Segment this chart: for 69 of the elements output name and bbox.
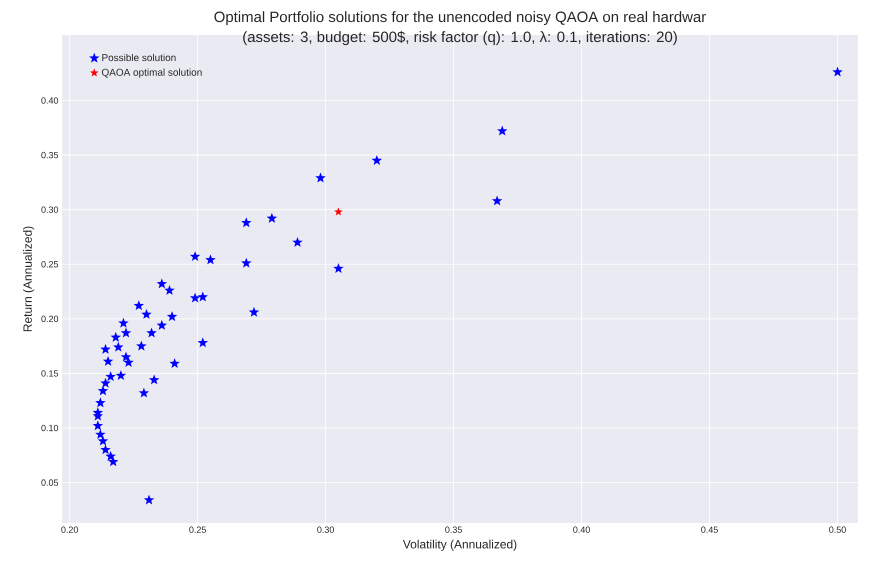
point bbox=[113, 342, 124, 352]
point bbox=[198, 337, 208, 348]
point bbox=[98, 385, 108, 396]
point bbox=[100, 344, 111, 354]
point bbox=[156, 320, 168, 330]
point bbox=[241, 258, 252, 268]
point bbox=[148, 374, 160, 384]
y-tick-label: 0.40 bbox=[41, 97, 58, 104]
point bbox=[98, 436, 108, 446]
point bbox=[100, 378, 111, 388]
point bbox=[497, 126, 508, 136]
legend-label: Possible solution bbox=[102, 54, 176, 62]
point bbox=[198, 292, 208, 302]
point bbox=[334, 207, 343, 216]
y-tick-label: 0.05 bbox=[41, 479, 58, 486]
point bbox=[292, 236, 303, 247]
x-tick-label: 0.35 bbox=[445, 526, 462, 533]
x-tick-label: 0.50 bbox=[829, 526, 846, 533]
point bbox=[105, 371, 116, 382]
y-axis-title: Return (Annualized) bbox=[23, 226, 34, 332]
point bbox=[169, 358, 180, 368]
point bbox=[134, 300, 144, 310]
point bbox=[138, 388, 150, 398]
y-tick-label: 0.15 bbox=[41, 370, 58, 377]
x-tick-label: 0.40 bbox=[573, 526, 590, 533]
point bbox=[146, 328, 157, 338]
point bbox=[372, 155, 382, 165]
point bbox=[492, 195, 502, 206]
point bbox=[110, 332, 121, 342]
point bbox=[136, 340, 147, 351]
point bbox=[266, 212, 278, 223]
point bbox=[116, 370, 126, 380]
y-tick-label: 0.35 bbox=[41, 152, 58, 158]
y-tick-label: 0.10 bbox=[41, 424, 58, 432]
point bbox=[144, 494, 154, 505]
x-tick-label: 0.45 bbox=[701, 526, 718, 533]
point bbox=[108, 456, 118, 466]
point bbox=[118, 318, 129, 328]
legend-label: QAOA optimal solution bbox=[102, 68, 202, 78]
point bbox=[95, 429, 106, 439]
point bbox=[190, 251, 200, 262]
point bbox=[166, 311, 178, 322]
y-tick-label: 0.30 bbox=[41, 206, 58, 213]
point bbox=[141, 309, 152, 319]
point bbox=[315, 172, 326, 182]
x-tick-label: 0.20 bbox=[61, 526, 78, 533]
y-tick-label: 0.25 bbox=[41, 261, 58, 268]
x-tick-label: 0.25 bbox=[189, 526, 206, 533]
point bbox=[190, 292, 200, 303]
point bbox=[123, 357, 134, 367]
point bbox=[120, 352, 132, 362]
x-axis-title: Volatility (Annualized) bbox=[402, 540, 516, 551]
point bbox=[333, 263, 344, 274]
point bbox=[105, 450, 116, 461]
point bbox=[95, 397, 106, 408]
point bbox=[205, 254, 216, 264]
x-tick-label: 0.30 bbox=[317, 526, 334, 533]
point bbox=[156, 278, 168, 288]
point bbox=[100, 444, 111, 454]
point bbox=[248, 306, 260, 317]
point bbox=[241, 217, 252, 228]
point bbox=[102, 356, 114, 366]
point bbox=[164, 284, 175, 295]
point bbox=[92, 420, 104, 430]
chart-subtitle: (assets: 3, budget: 500$, risk factor (q): 1.0, λ: 0.1, iterations: 20) bbox=[243, 30, 677, 46]
chart-title: Optimal Portfolio solutions for the unencoded noisy QAOA on real hardwar bbox=[214, 11, 706, 26]
point bbox=[120, 328, 132, 338]
point bbox=[832, 66, 843, 77]
y-tick-label: 0.20 bbox=[41, 316, 58, 322]
